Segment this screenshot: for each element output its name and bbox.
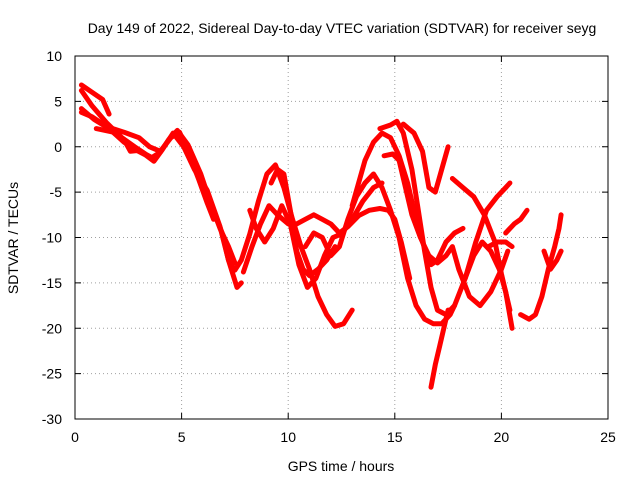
y-tick-label: -10: [42, 230, 62, 246]
x-tick-label: 5: [178, 429, 186, 445]
series-track-5: [93, 126, 142, 154]
series-track-9: [268, 166, 338, 279]
y-tick-label: -25: [42, 366, 62, 382]
series-track-7: [240, 203, 413, 281]
tick-labels: 0 5 10 15 20 25 10 5 0 -5 -10 -15 -20 -25 -30: [42, 48, 616, 445]
y-axis-label: SDTVAR / TECUs: [5, 182, 21, 294]
series-track-6: [211, 162, 355, 329]
series-track-11: [349, 130, 466, 268]
y-tick-label: 0: [54, 139, 62, 155]
x-tick-label: 20: [494, 429, 510, 445]
series-track-16: [428, 307, 451, 390]
series-track-12: [381, 151, 511, 309]
x-tick-label: 0: [71, 429, 79, 445]
series-track-13: [377, 118, 513, 318]
series-track-17: [462, 239, 515, 331]
axis-ticks: [74, 55, 609, 420]
x-axis-label: GPS time / hours: [288, 458, 395, 474]
series-track-3: [78, 106, 244, 290]
series-track-10: [302, 171, 457, 327]
series-track-8: [247, 180, 385, 290]
series-track-21: [541, 248, 564, 272]
x-tick-label: 15: [387, 429, 403, 445]
y-tick-label: -5: [50, 184, 63, 200]
chart-title: Day 149 of 2022, Sidereal Day-to-day VTE…: [88, 20, 597, 36]
x-tick-label: 10: [280, 429, 296, 445]
series-track-20: [518, 212, 564, 322]
series-layer: [78, 82, 564, 390]
series-track-18: [486, 239, 515, 250]
series-track-4: [78, 109, 217, 222]
y-tick-label: -30: [42, 411, 62, 427]
y-tick-label: 5: [54, 93, 62, 109]
y-tick-label: 10: [46, 48, 62, 64]
x-tick-label: 25: [600, 429, 616, 445]
series-track-19: [503, 207, 530, 236]
y-tick-label: -15: [42, 275, 62, 291]
series-track-14: [400, 121, 451, 195]
series-track-1: [78, 82, 112, 117]
y-tick-label: -20: [42, 320, 62, 336]
